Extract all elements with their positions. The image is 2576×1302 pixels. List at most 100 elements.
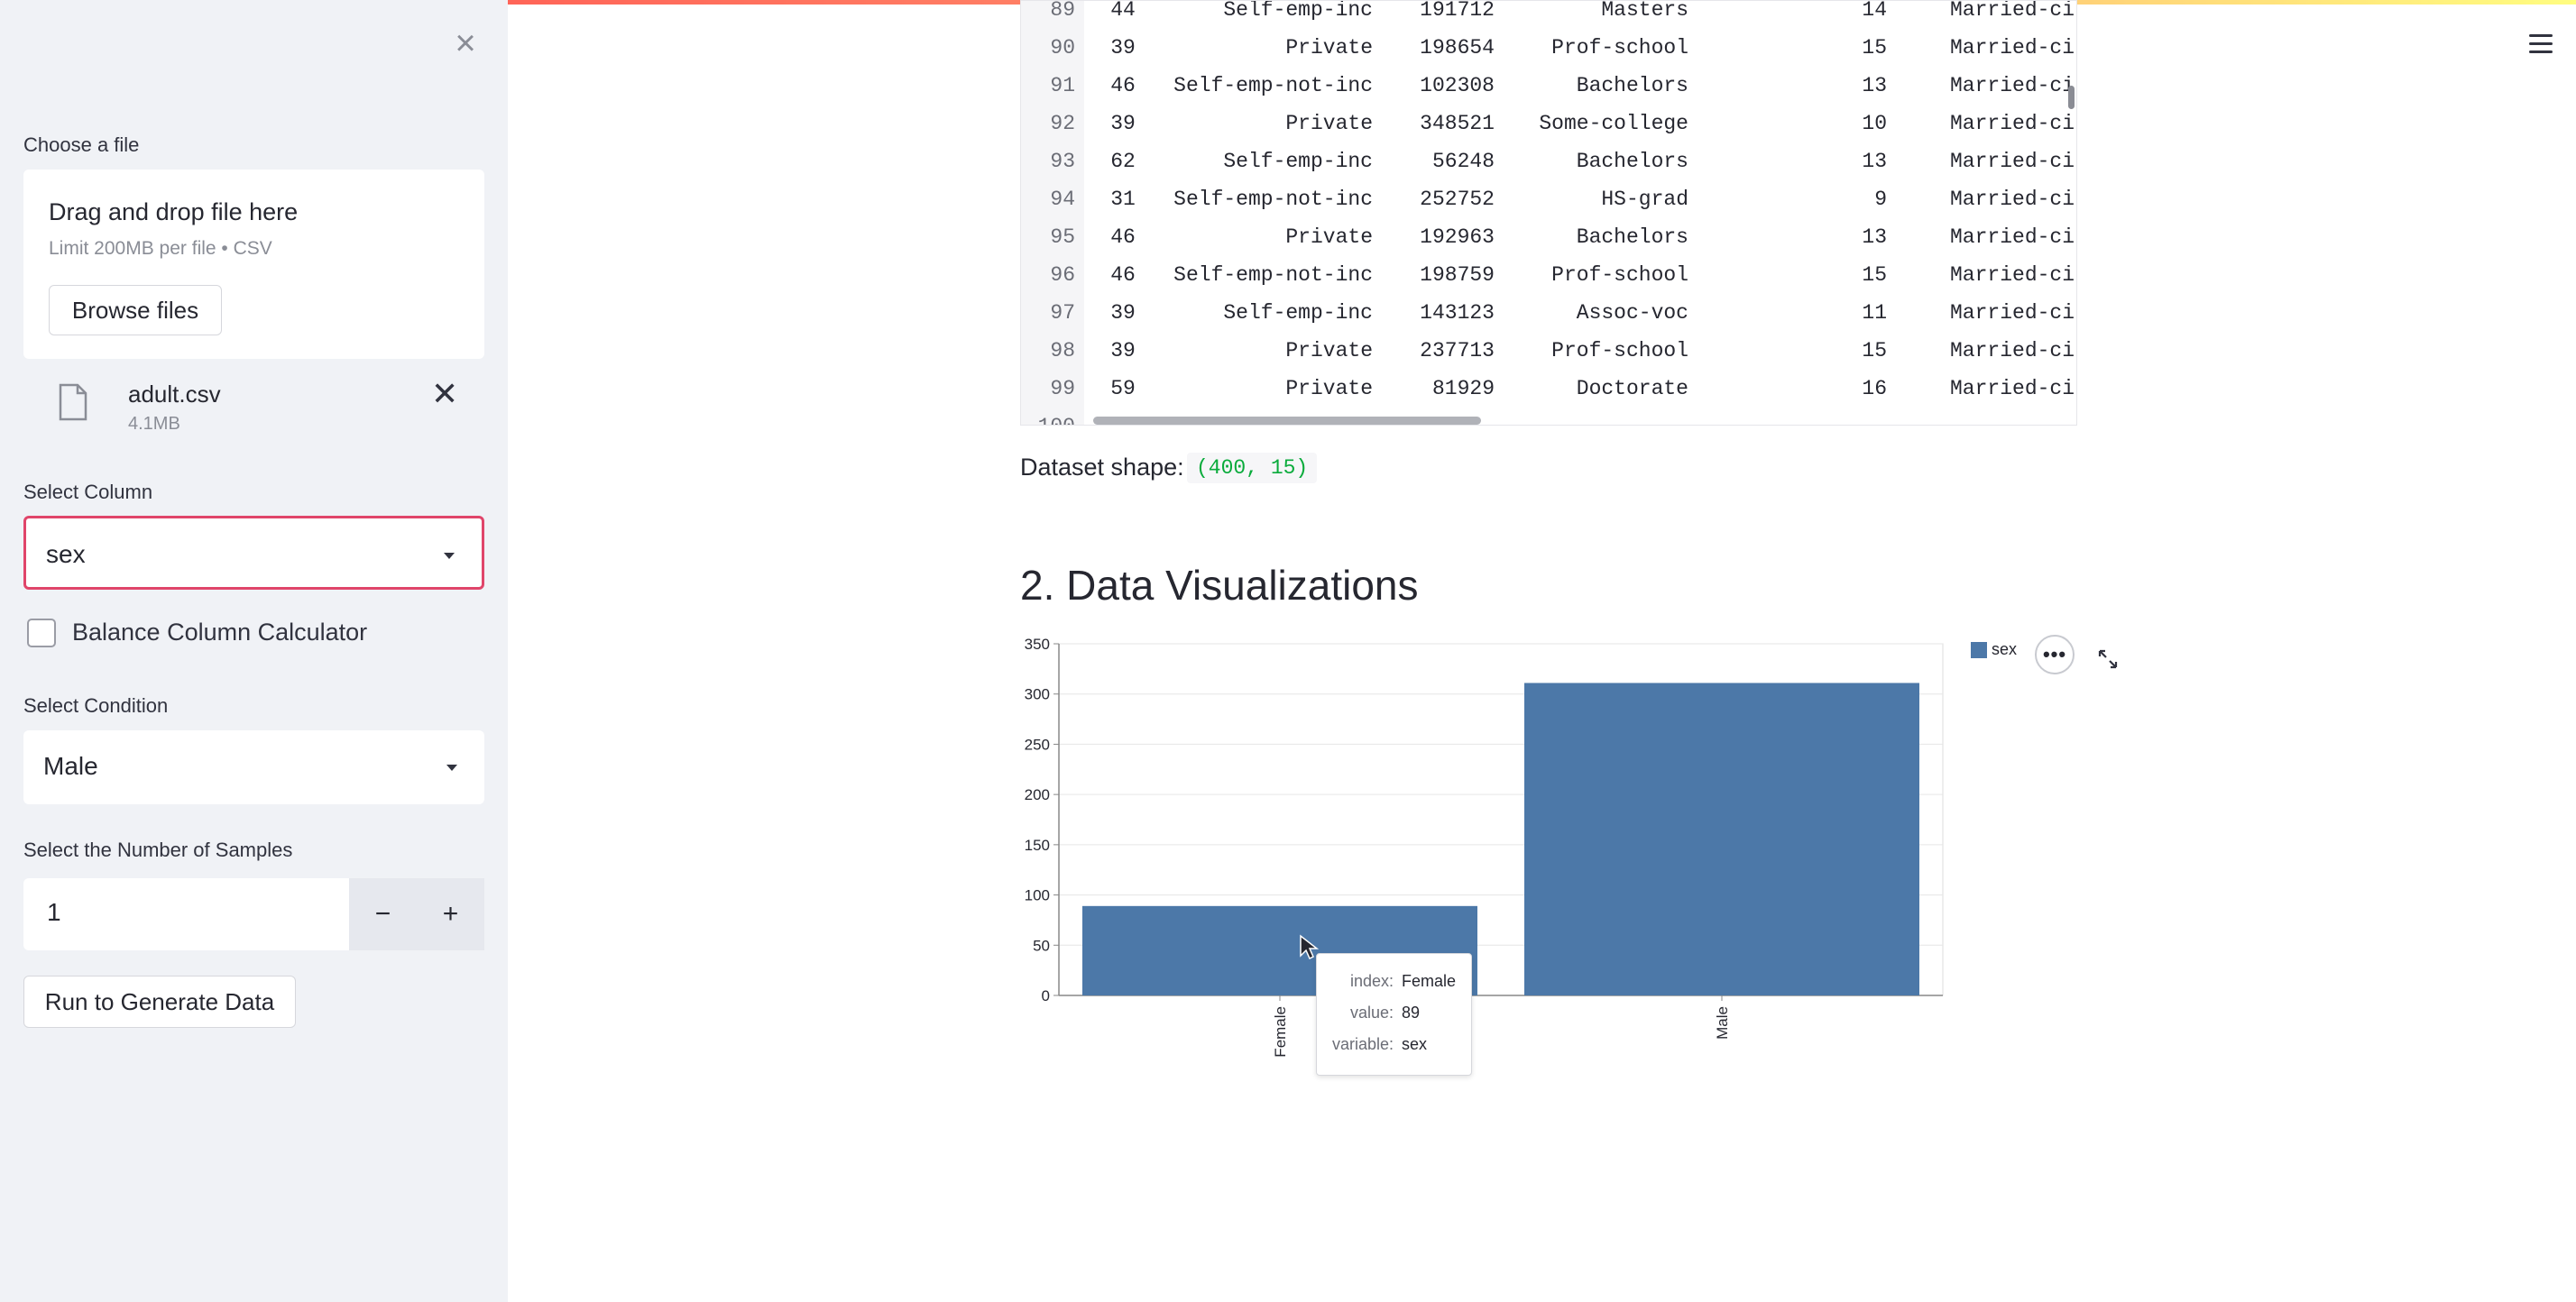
- samples-stepper: 1 − +: [23, 878, 484, 950]
- decrement-button[interactable]: −: [349, 878, 417, 950]
- file-size: 4.1MB: [128, 414, 180, 434]
- table-row: 98 39 Private 237713 Prof-school 15 Married-ci: [1021, 332, 2076, 370]
- cell-age: 62: [1110, 150, 1136, 173]
- table-row: 89 44 Self-emp-inc 191712 Masters 14 Married-c…: [1021, 0, 2076, 29]
- table-row: 93 62 Self-emp-inc 56248 Bachelors 13 Married-…: [1021, 142, 2076, 180]
- cell-age: 46: [1110, 74, 1136, 97]
- cell-workclass: Private: [1285, 36, 1373, 60]
- cell-education: HS-grad: [1601, 188, 1688, 211]
- close-sidebar-icon[interactable]: ×: [455, 23, 476, 63]
- cell-fnlwgt: 192963: [1420, 225, 1495, 249]
- cell-workclass: Self-emp-not-inc: [1173, 188, 1373, 211]
- browse-files-button[interactable]: Browse files: [49, 285, 222, 335]
- balance-checkbox[interactable]: [27, 619, 56, 647]
- table-row: 99 59 Private 81929 Doctorate 16 Married-ci: [1021, 370, 2076, 408]
- run-generate-button[interactable]: Run to Generate Data: [23, 976, 296, 1028]
- menu-icon[interactable]: [2529, 34, 2553, 54]
- cell-education: Bachelors: [1576, 150, 1688, 173]
- row-index: 94: [1021, 180, 1084, 218]
- legend-label: sex: [1992, 640, 2018, 658]
- row-index: 95: [1021, 218, 1084, 256]
- dataset-shape-label: Dataset shape:: [1020, 454, 1184, 481]
- cell-education: Bachelors: [1576, 74, 1688, 97]
- row-index: 93: [1021, 142, 1084, 180]
- y-tick-label: 150: [1025, 837, 1050, 854]
- tooltip-variable-key: variable:: [1331, 1035, 1394, 1053]
- cell-education: Assoc-voc: [1576, 301, 1688, 325]
- cell-fnlwgt: 56248: [1431, 150, 1495, 173]
- legend-swatch: [1971, 642, 1987, 658]
- select-condition-dropdown[interactable]: Male: [23, 730, 484, 804]
- cell-fnlwgt: 237713: [1420, 339, 1495, 362]
- bar-chart[interactable]: 0 50 100 150 200 250 300 350 Female Male: [1010, 622, 1957, 1082]
- row-index: 97: [1021, 294, 1084, 332]
- cell-age: 59: [1110, 377, 1136, 400]
- y-tick-label: 250: [1025, 736, 1050, 753]
- cell-education: Prof-school: [1551, 339, 1688, 362]
- cell-age: 44: [1110, 0, 1136, 22]
- row-index: 91: [1021, 67, 1084, 105]
- vertical-scrollbar[interactable]: [2068, 86, 2075, 109]
- samples-input[interactable]: 1: [23, 878, 349, 950]
- row-index: 96: [1021, 256, 1084, 294]
- table-row: 91 46 Self-emp-not-inc 102308 Bachelors 13 Mar…: [1021, 67, 2076, 105]
- data-table[interactable]: 89 44 Self-emp-inc 191712 Masters 14 Married-c…: [1020, 0, 2077, 426]
- file-dropzone[interactable]: Drag and drop file here Limit 200MB per …: [23, 170, 484, 359]
- cell-fnlwgt: 252752: [1420, 188, 1495, 211]
- cell-fnlwgt: 198654: [1420, 36, 1495, 60]
- cell-age: 39: [1110, 339, 1136, 362]
- dropzone-title: Drag and drop file here: [49, 198, 299, 225]
- cell-education: Prof-school: [1551, 36, 1688, 60]
- table-row: 94 31 Self-emp-not-inc 252752 HS-grad 9 Marrie…: [1021, 180, 2076, 218]
- cell-education: Bachelors: [1576, 225, 1688, 249]
- cell-age: 39: [1110, 36, 1136, 60]
- uploaded-file: adult.csv 4.1MB ✕: [23, 365, 484, 437]
- expand-icon[interactable]: [2096, 647, 2120, 671]
- row-index: 100: [1021, 408, 1084, 425]
- bar-male: [1524, 683, 1919, 995]
- cell-age: 31: [1110, 188, 1136, 211]
- file-name: adult.csv: [128, 381, 221, 408]
- cell-workclass: Private: [1285, 339, 1373, 362]
- cell-marital-status: Married-ci: [1950, 225, 2075, 249]
- tooltip-index-value: Female: [1402, 972, 1457, 990]
- cell-education-num: 10: [1862, 112, 1887, 135]
- cell-workclass: Private: [1285, 377, 1373, 400]
- cell-marital-status: Married-ci: [1950, 150, 2075, 173]
- dataset-shape-value: (400, 15): [1187, 453, 1318, 483]
- select-column-label: Select Column: [23, 481, 153, 503]
- cell-fnlwgt: 81929: [1431, 377, 1495, 400]
- y-tick-label: 300: [1025, 686, 1050, 703]
- cell-education: Masters: [1601, 0, 1688, 22]
- cell-fnlwgt: 198759: [1420, 263, 1495, 287]
- cell-workclass: Private: [1285, 112, 1373, 135]
- select-column-value: sex: [46, 540, 86, 568]
- chart-actions-button[interactable]: •••: [2035, 635, 2075, 674]
- cell-marital-status: Married-ci: [1950, 112, 2075, 135]
- cell-education-num: 15: [1862, 263, 1887, 287]
- table-row: 97 39 Self-emp-inc 143123 Assoc-voc 11 Married…: [1021, 294, 2076, 332]
- increment-button[interactable]: +: [417, 878, 484, 950]
- cell-education: Prof-school: [1551, 263, 1688, 287]
- cell-marital-status: Married-ci: [1950, 74, 2075, 97]
- cell-education-num: 13: [1862, 225, 1887, 249]
- y-tick-label: 0: [1042, 987, 1050, 1004]
- cell-education-num: 14: [1862, 0, 1887, 22]
- cell-age: 39: [1110, 301, 1136, 325]
- chevron-down-icon: [446, 765, 457, 771]
- table-row: 96 46 Self-emp-not-inc 198759 Prof-school 15 M…: [1021, 256, 2076, 294]
- tooltip-index-key: index:: [1349, 972, 1394, 990]
- y-tick-label: 100: [1025, 887, 1050, 904]
- x-tick-label: Female: [1272, 1006, 1289, 1058]
- horizontal-scrollbar[interactable]: [1093, 417, 1481, 425]
- dropzone-limit: Limit 200MB per file • CSV: [49, 238, 272, 259]
- cell-workclass: Private: [1285, 225, 1373, 249]
- cell-marital-status: Married-ci: [1950, 339, 2075, 362]
- select-column-dropdown[interactable]: sex: [23, 516, 484, 590]
- choose-file-label: Choose a file: [23, 133, 140, 156]
- cell-marital-status: Married-ci: [1950, 263, 2075, 287]
- remove-file-icon[interactable]: ✕: [431, 375, 459, 412]
- cell-education: Some-college: [1539, 112, 1688, 135]
- cell-fnlwgt: 143123: [1420, 301, 1495, 325]
- cell-marital-status: Married-ci: [1950, 36, 2075, 60]
